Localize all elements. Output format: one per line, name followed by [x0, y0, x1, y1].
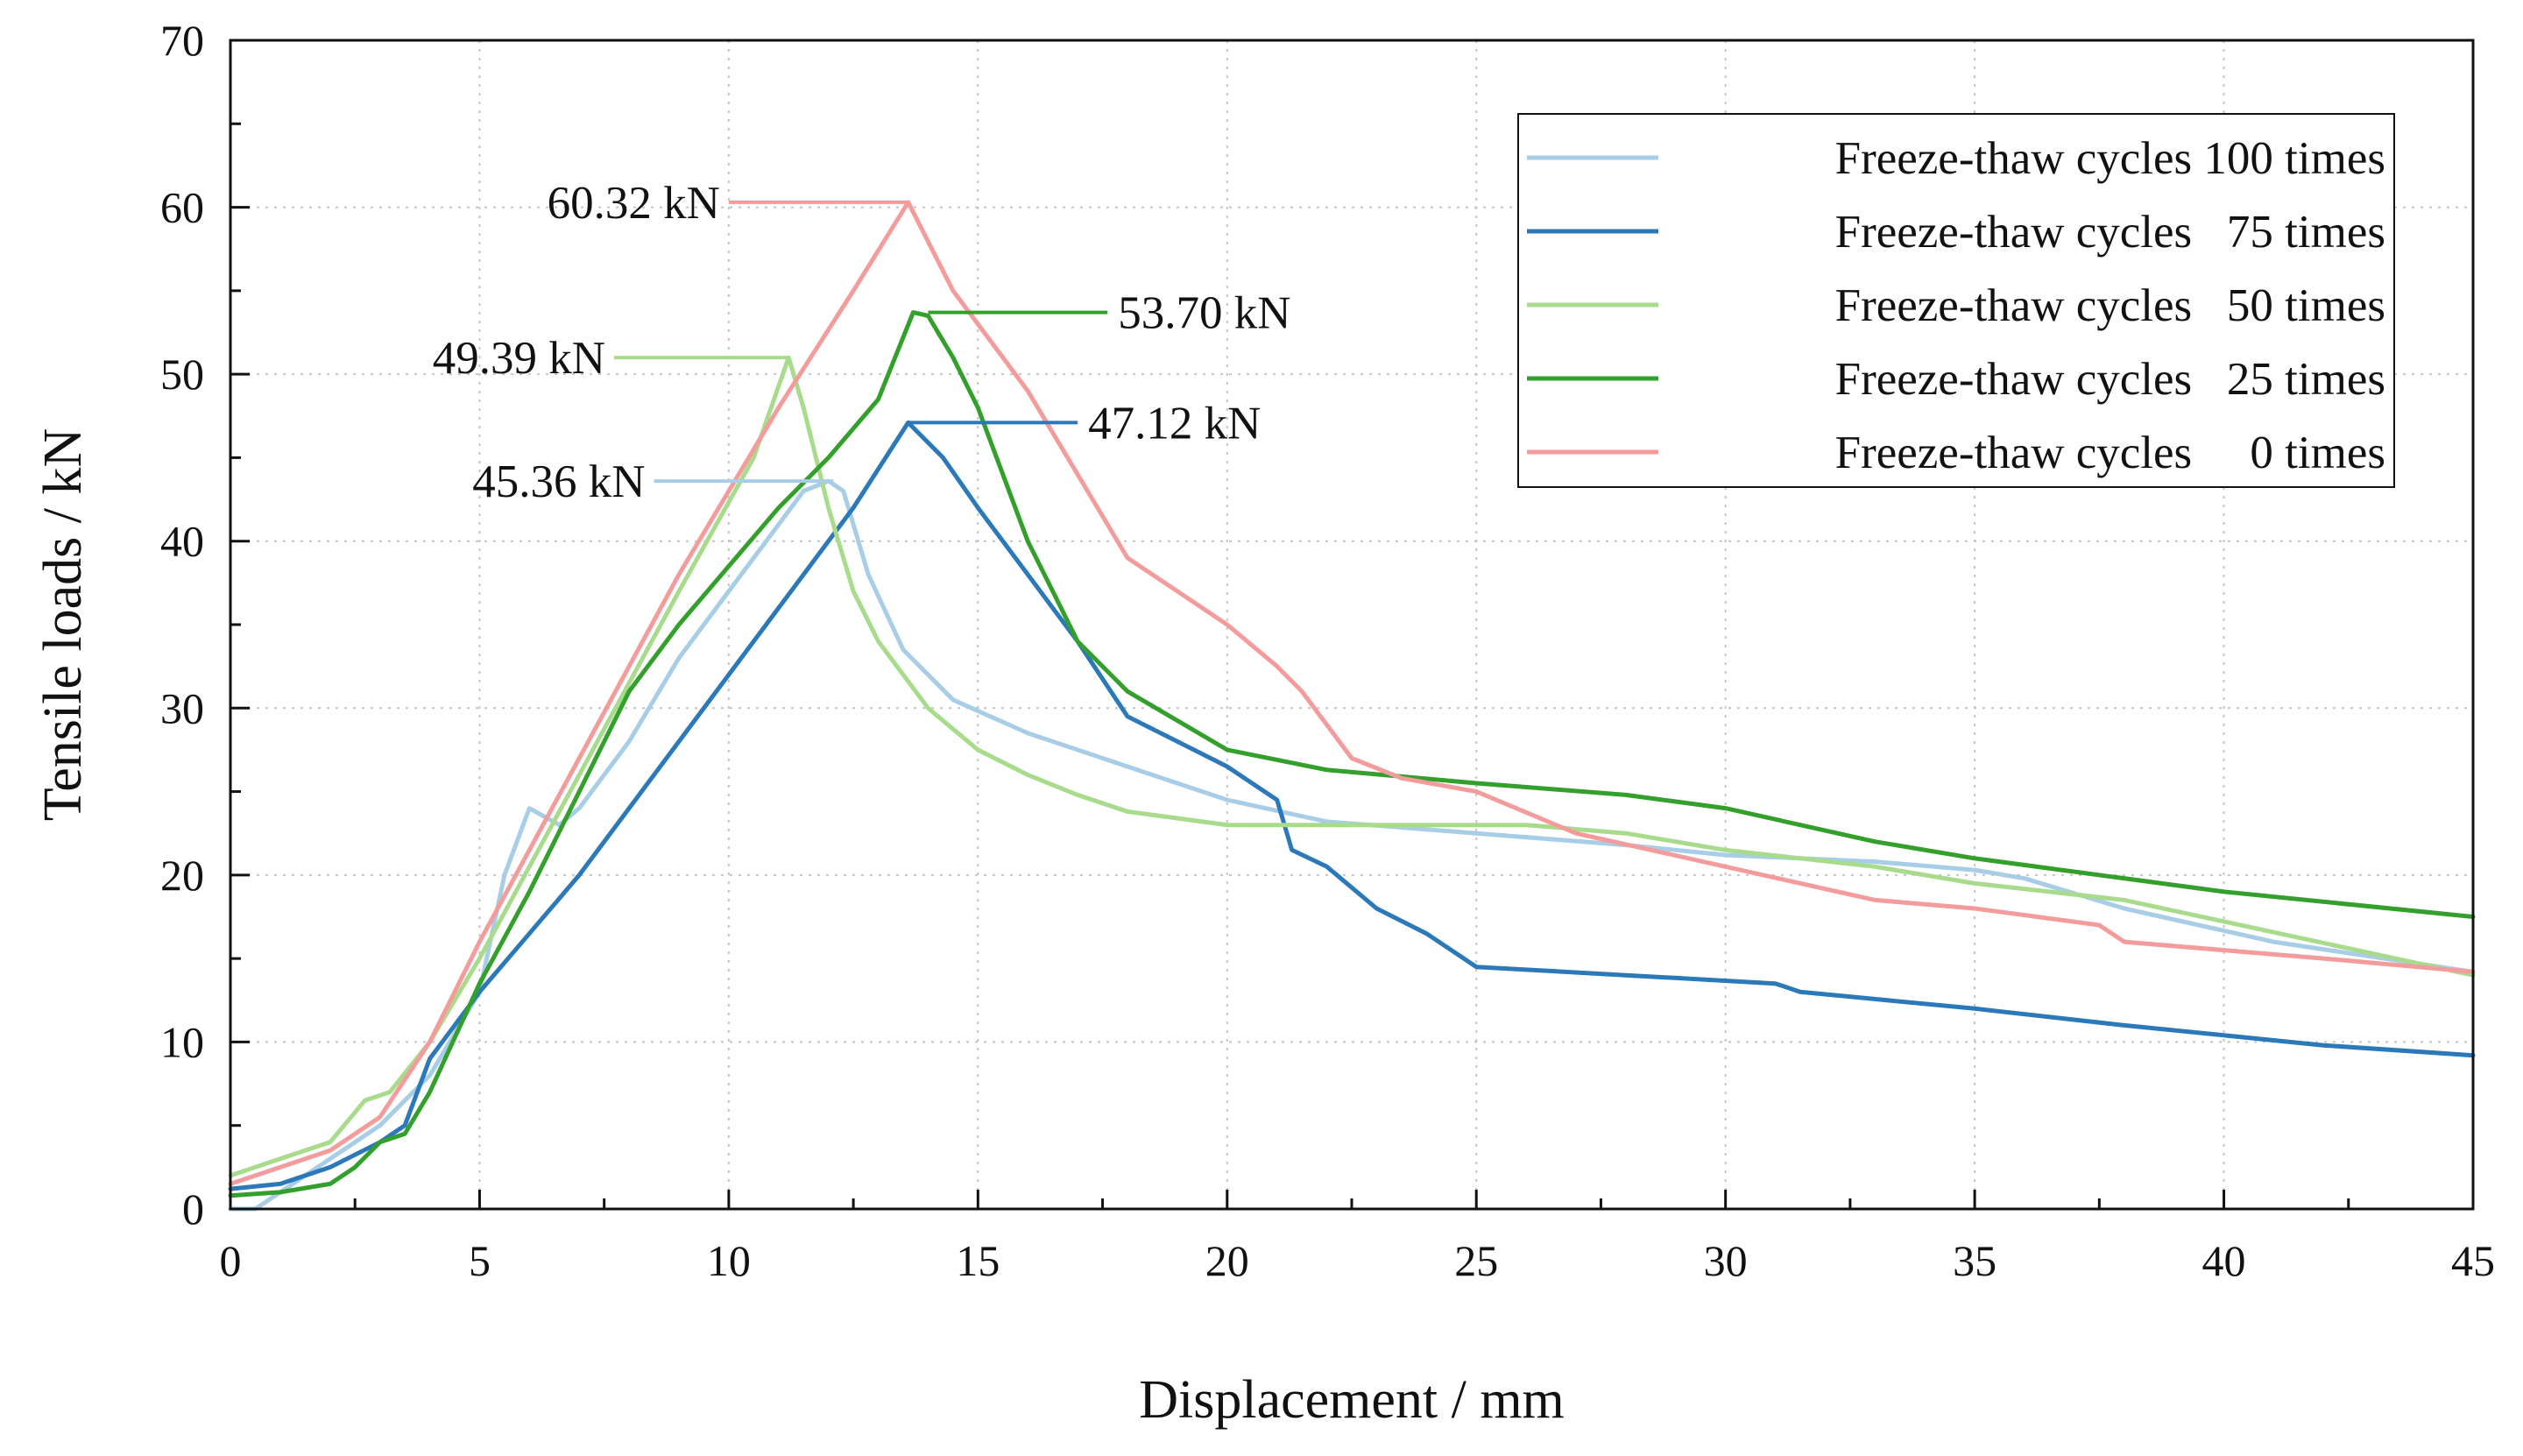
- x-tick-label: 25: [1454, 1236, 1498, 1285]
- peak-label-4: 45.36 kN: [472, 456, 645, 507]
- legend-label-3: Freeze-thaw cycles 25 times: [1835, 354, 2385, 405]
- peak-label-0: 60.32 kN: [548, 178, 720, 229]
- legend-label-1: Freeze-thaw cycles 75 times: [1835, 207, 2385, 258]
- plot-frame: [229, 39, 2475, 1211]
- series-line-0: [228, 478, 2476, 1212]
- legend-box: [1517, 113, 2395, 488]
- x-tick-label: 10: [707, 1236, 751, 1285]
- legend-label-4: Freeze-thaw cycles 0 times: [1835, 428, 2385, 478]
- x-tick-label: 35: [1953, 1236, 1996, 1285]
- ticks: 0 5 10 15 20 25 30 35 40 45 0 10 20 30 40 50 60 70: [160, 16, 2495, 1285]
- y-tick-label: 70: [160, 16, 204, 65]
- x-tick-label: 15: [956, 1236, 1000, 1285]
- series-line-4: [228, 200, 2476, 1186]
- y-tick-label: 30: [160, 683, 204, 732]
- y-tick-label: 10: [160, 1017, 204, 1066]
- x-tick-label: 20: [1205, 1236, 1249, 1285]
- x-axis-title: Displacement / mm: [1139, 1370, 1565, 1430]
- x-tick-label: 40: [2202, 1236, 2246, 1285]
- peak-label-2: 49.39 kN: [433, 333, 605, 384]
- series-line-3: [228, 310, 2476, 1198]
- y-tick-label: 20: [160, 851, 204, 900]
- y-tick-label: 0: [182, 1184, 204, 1233]
- y-tick-label: 50: [160, 350, 204, 399]
- peak-label-1: 53.70 kN: [1118, 288, 1290, 339]
- peak-label-3: 47.12 kN: [1088, 398, 1261, 449]
- series-line-1: [228, 420, 2476, 1191]
- y-axis-title: Tensile loads / kN: [33, 428, 93, 822]
- legend: Freeze-thaw cycles 100 times Freeze-thaw …: [1517, 113, 2395, 488]
- legend-label-0: Freeze-thaw cycles 100 times: [1835, 133, 2385, 184]
- grid: [230, 40, 2473, 1209]
- legend-label-2: Freeze-thaw cycles 50 times: [1835, 280, 2385, 331]
- peak-annotations: 60.32 kN 53.70 kN 49.39 kN 47.12 kN 45.36 kN: [433, 178, 1291, 507]
- x-tick-label: 45: [2451, 1236, 2495, 1285]
- x-tick-label: 30: [1704, 1236, 1748, 1285]
- y-tick-label: 40: [160, 517, 204, 566]
- x-tick-label: 0: [220, 1236, 242, 1285]
- y-tick-label: 60: [160, 183, 204, 232]
- x-tick-label: 5: [469, 1236, 491, 1285]
- series-line-2: [228, 355, 2476, 1178]
